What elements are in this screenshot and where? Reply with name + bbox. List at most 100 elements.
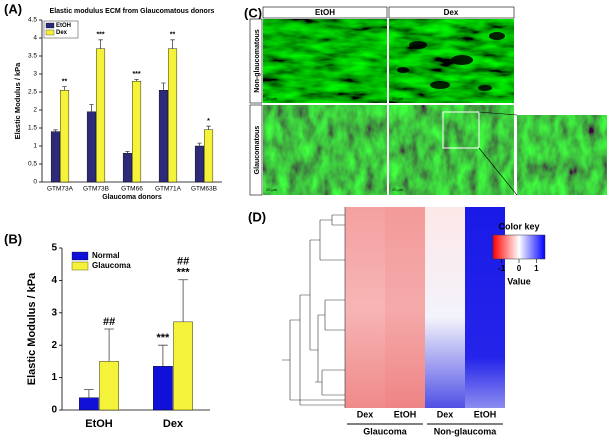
y-tick-label: 0 (33, 179, 37, 186)
x-tick-label: GTM63B (191, 186, 217, 193)
image-panel: EtOH Dex Non-glaucomatous Glaucomatous 2… (249, 6, 607, 196)
x-tick-label: GTM66 (121, 186, 143, 193)
error-bar (206, 125, 211, 130)
y-tick-label: 2.5 (28, 89, 37, 96)
legend-label: Glaucoma (92, 261, 131, 270)
dendrogram (282, 207, 346, 408)
y-tick-label: 2 (33, 107, 37, 114)
column-header (262, 6, 388, 19)
y-tick-label: 4 (51, 275, 57, 286)
column-label: EtOH (315, 8, 335, 17)
column-header (388, 6, 515, 19)
legend-swatch (45, 29, 55, 36)
color-key-tick-label: -1 (498, 264, 506, 273)
column-label: EtOH (394, 409, 417, 419)
significance-label: * (207, 118, 210, 125)
color-key-title: Color key (498, 221, 539, 231)
zoom-box (442, 111, 480, 149)
significance-label: *** (156, 332, 170, 344)
significance-label: ** (62, 78, 68, 85)
color-key-tick-label: 0 (517, 264, 522, 273)
heatmap-column (345, 207, 385, 408)
error-bar (178, 279, 188, 322)
error-bar (84, 389, 94, 398)
bar (79, 397, 99, 411)
significance-label: *** (132, 71, 140, 78)
bar (86, 111, 96, 183)
y-tick-label: 1.5 (28, 125, 37, 132)
y-tick-label: 0.5 (28, 161, 37, 168)
bar (60, 89, 70, 183)
y-tick-label: 2 (51, 340, 57, 351)
error-bar (53, 129, 58, 132)
row-header (249, 104, 263, 196)
legend-label: EtOH (56, 23, 71, 29)
bar (204, 129, 214, 183)
panel-label: (C) (244, 5, 262, 20)
error-bar (125, 151, 130, 154)
bar (122, 152, 132, 183)
legend-swatch (71, 261, 89, 271)
micrograph (389, 105, 514, 195)
heatmap: Dex EtOH Dex EtOH Glaucoma Non-glaucoma … (282, 207, 546, 436)
legend-label: Dex (56, 30, 68, 36)
panel-label: (B) (4, 231, 22, 246)
bar (99, 361, 119, 411)
heatmap-column (385, 207, 425, 408)
column-label: Dex (437, 409, 454, 419)
column-label: Dex (444, 8, 459, 17)
y-tick-label: 4 (33, 35, 37, 42)
legend-swatch (45, 22, 55, 29)
significance-label: *** (96, 32, 104, 39)
bar (194, 145, 204, 183)
row-header (249, 18, 263, 104)
bar (153, 366, 173, 411)
column-label: Dex (357, 409, 374, 419)
heatmap-column (425, 207, 465, 408)
y-axis-label: Elastic Modulus / kPa (13, 62, 22, 140)
x-tick-label: Dex (163, 418, 184, 430)
chart-title: Elastic modulus ECM from Glaucomatous do… (50, 8, 215, 15)
x-tick-label: GTM73B (83, 186, 109, 193)
row-label: Non-glaucomatous (254, 29, 261, 92)
scale-bar-label: 20 µm (392, 187, 404, 192)
row-label: Glaucomatous (254, 126, 261, 175)
bar (132, 80, 142, 183)
error-bar (197, 142, 202, 146)
bar (158, 89, 168, 183)
color-key-tick-label: 1 (534, 264, 539, 273)
significance-label: ## (103, 316, 115, 328)
significance-label: ** (170, 32, 176, 39)
y-tick-label: 0 (51, 405, 57, 416)
y-axis-label: Elastic Modulus / kPa (26, 272, 38, 385)
bar (168, 48, 178, 183)
panel-label: (D) (248, 209, 266, 224)
zoom-line (478, 111, 518, 116)
micrograph (263, 19, 387, 103)
micrograph (263, 105, 387, 195)
error-bar (134, 79, 139, 82)
error-bar (161, 82, 166, 91)
group-label: Glaucoma (363, 426, 408, 436)
scale-bar-label: 20 µm (392, 96, 404, 101)
x-tick-label: GTM73A (47, 186, 74, 193)
group-label: Non-glaucoma (434, 426, 497, 436)
bar (96, 48, 106, 183)
error-bar (158, 344, 168, 367)
panel-label: (A) (4, 1, 22, 16)
column-label: EtOH (474, 409, 497, 419)
y-tick-label: 1 (33, 143, 37, 150)
legend-swatch (71, 251, 89, 261)
error-bar (104, 328, 114, 362)
scale-bar-label: 20 µm (266, 187, 278, 192)
y-tick-label: 4.5 (28, 17, 37, 24)
color-key-label: Value (507, 276, 531, 286)
scale-bar-label: 20 µm (266, 96, 278, 101)
error-bar (89, 104, 94, 112)
error-bar (98, 39, 103, 49)
legend-label: Normal (92, 251, 120, 260)
zoom-micrograph (517, 115, 607, 195)
dark-pores (397, 32, 505, 91)
y-tick-label: 3 (33, 71, 37, 78)
